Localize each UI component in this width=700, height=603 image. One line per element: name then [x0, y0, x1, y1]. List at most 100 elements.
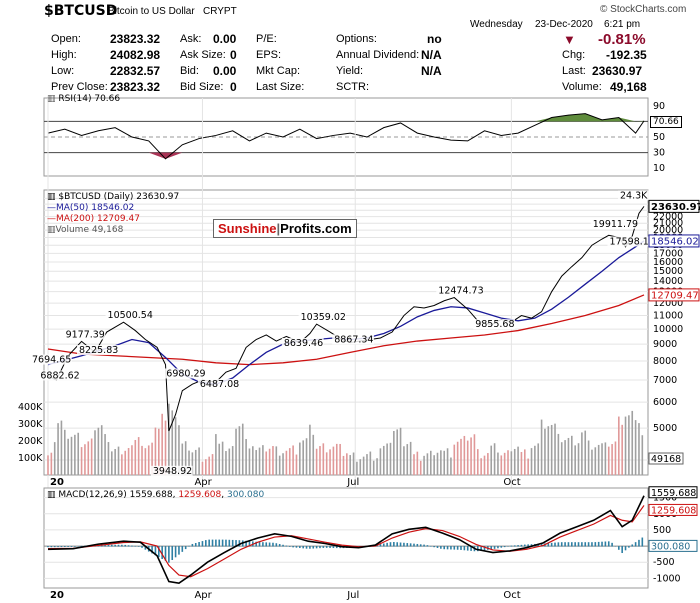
macd-hist-bar: [104, 544, 106, 547]
volume-bar: [278, 455, 281, 475]
macd-hist-bar: [483, 546, 486, 551]
price-annotation: 12474.73: [436, 285, 484, 297]
volume-bar: [181, 443, 184, 475]
price-y-tick: 7000: [653, 375, 677, 386]
volume-bar: [292, 445, 294, 475]
macd-right-box: [648, 486, 698, 499]
volume-y-tick: 200K: [18, 436, 43, 447]
macd-hist-bar: [63, 546, 66, 547]
volume-bar: [382, 445, 385, 475]
macd-panel: 150010005000-500-1000 1559.6881259.60830…: [43, 486, 698, 589]
volume-bar: [205, 459, 207, 475]
volume-bar: [416, 451, 419, 475]
volume-bar: [490, 445, 493, 475]
price-y-tick: 9000: [653, 339, 677, 350]
volume-bar: [288, 448, 291, 475]
volume-bar: [624, 416, 627, 475]
macd-hist-bar: [272, 542, 274, 547]
volume-bar: [513, 448, 516, 475]
volume-bar: [70, 436, 73, 475]
logo-part1: Sunshine: [218, 221, 277, 236]
price-y-tick: 6000: [653, 397, 677, 408]
yield-label: Yield:: [336, 65, 364, 77]
volume-bar: [631, 410, 634, 475]
volume-bar: [594, 447, 597, 475]
volume-bar: [356, 461, 358, 475]
volume-bar: [272, 446, 274, 475]
right-label-text: 23630.97: [651, 202, 700, 213]
macd-hist-bar: [500, 546, 503, 548]
macd-hist-bar: [429, 545, 432, 547]
volume-bar: [480, 458, 482, 475]
volume-bar: [127, 448, 130, 475]
bid-value: 0.00: [213, 64, 237, 78]
volume-value: 49,168: [610, 80, 647, 94]
macd-hist-bar: [288, 546, 291, 547]
volume-bar: [50, 452, 53, 475]
volume-bar: [134, 439, 137, 475]
price-y-tick: 15000: [653, 266, 683, 277]
macd-hist-bar: [604, 541, 607, 547]
rsi-y-tick: 30: [653, 148, 665, 159]
macd-hist-bar: [530, 544, 533, 547]
macd-hist-bar: [201, 541, 204, 547]
macd-hist-bar: [419, 544, 422, 547]
macd-frame: [43, 487, 649, 589]
price-panel: 7694.65 6882.62 9177.39 8225.83 10500.54 3948…: [18, 98, 700, 588]
last-label: Last:: [562, 65, 586, 77]
low-value: 22832.57: [110, 64, 161, 78]
dividend-value: N/A: [421, 48, 442, 62]
chg-label: Chg:: [562, 49, 586, 61]
macd-hist-bar: [315, 546, 318, 549]
annotation-bg: [281, 338, 324, 349]
annotation-bg: [607, 236, 655, 247]
volume-legend-icon: ▥: [47, 225, 56, 235]
macd-hist-bar: [443, 546, 446, 550]
volume-bar: [137, 437, 140, 475]
open-value: 23823.32: [110, 32, 161, 46]
price-y-tick: 17000: [653, 248, 683, 259]
ma50-legend: —MA(50) 18546.02: [47, 203, 134, 213]
right-label-box: [648, 199, 700, 213]
open-label: Open:: [51, 33, 81, 45]
macd-hist-bar: [547, 543, 550, 547]
macd-right-label: 1259.608: [648, 503, 698, 516]
macd-hist-bar: [393, 542, 395, 547]
volume-bar: [221, 441, 224, 475]
macd-hist-bar: [382, 543, 385, 547]
macd-right-label: 300.080: [648, 539, 698, 552]
volume-bar: [433, 455, 435, 475]
volume-bar: [510, 451, 513, 475]
volume-y-tick: 400K: [18, 402, 43, 413]
price-y-tick: 21000: [653, 218, 683, 229]
macd-hist-bar: [577, 542, 580, 547]
volume-bar: [218, 443, 221, 475]
macd-hist-bar: [268, 542, 271, 547]
macd-hist-bar: [607, 541, 610, 547]
volume-bar: [362, 456, 365, 475]
volume-bar: [369, 451, 372, 475]
volume-bar: [463, 435, 466, 475]
macd-hist-bar: [100, 544, 103, 547]
ma50-legend-text: MA(50) 18546.02: [56, 203, 135, 213]
volume-bar: [84, 444, 86, 475]
macd-hist-bar: [325, 546, 328, 548]
price-annotation: 6487.08: [197, 378, 240, 390]
yield-value: N/A: [421, 64, 442, 78]
macd-hist-bar: [574, 542, 576, 547]
macd-hist-bar: [194, 543, 197, 547]
volume-bar: [63, 429, 66, 475]
macd-hist-bar: [476, 546, 479, 552]
price-legend-icon: ▥: [47, 192, 56, 202]
macd-hist-bar: [70, 546, 73, 547]
eps-label: EPS:: [256, 49, 282, 61]
macd-hist-bar: [399, 542, 402, 547]
volume-bar: [211, 454, 214, 475]
ma200-line: [47, 294, 645, 366]
volume-bar: [446, 448, 449, 475]
volume-bar: [406, 444, 409, 475]
volume-bar: [87, 441, 90, 475]
volume-bar: [379, 448, 382, 475]
logo-part2: Profits.com: [280, 221, 352, 236]
macd-hist-bar: [114, 544, 116, 547]
